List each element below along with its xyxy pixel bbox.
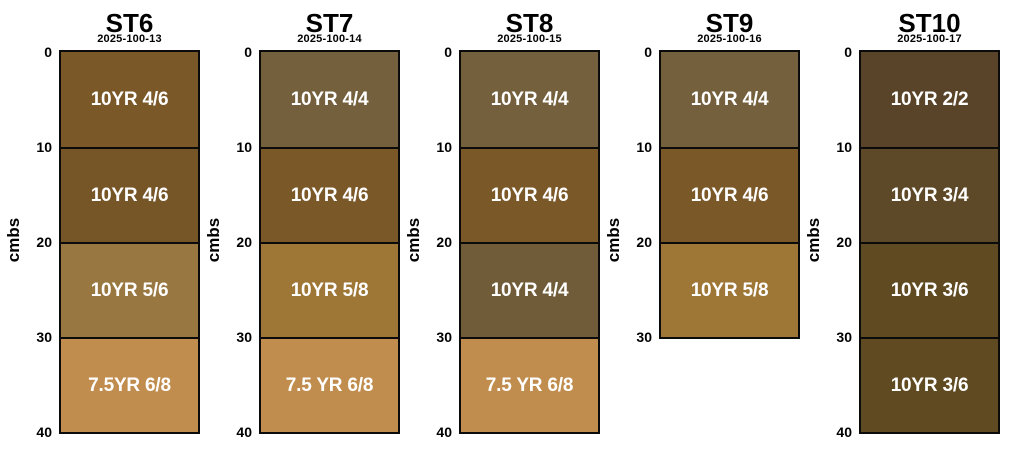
y-axis-tick-label: 40 (36, 424, 52, 440)
station-title: ST9 (705, 8, 754, 38)
y-axis-tick-label: 10 (436, 139, 452, 155)
soil-layer-label: 10YR 3/6 (890, 374, 969, 396)
station-date-code: 2025-100-17 (897, 33, 962, 45)
soil-layer-label: 10YR 3/4 (890, 184, 969, 206)
y-axis-tick-label: 0 (844, 44, 852, 60)
soil-layer-label: 10YR 4/6 (290, 184, 369, 206)
y-axis-tick-label: 20 (836, 234, 852, 250)
y-axis-tick-label: 10 (236, 139, 252, 155)
soil-layer: 10YR 4/6 (661, 147, 798, 242)
y-axis-tick-label: 40 (236, 424, 252, 440)
soil-layer: 10YR 3/4 (861, 147, 998, 242)
y-axis-tick-label: 20 (36, 234, 52, 250)
y-axis-tick-label: 40 (436, 424, 452, 440)
soil-layer-label: 7.5 YR 6/8 (285, 374, 374, 396)
soil-layer: 10YR 4/6 (61, 52, 198, 147)
soil-layer-label: 10YR 4/6 (490, 184, 569, 206)
y-axis-tick-label: 20 (636, 234, 652, 250)
soil-layer: 10YR 4/4 (261, 52, 398, 147)
soil-layer: 10YR 3/6 (861, 337, 998, 432)
soil-layer-label: 7.5 YR 6/8 (485, 374, 574, 396)
station-date-code: 2025-100-14 (297, 33, 362, 45)
y-axis-tick-label: 30 (36, 329, 52, 345)
soil-layer-label: 10YR 4/4 (490, 279, 569, 301)
soil-layer-label: 10YR 5/8 (690, 279, 769, 301)
y-axis-tick-label: 30 (436, 329, 452, 345)
soil-layer: 7.5YR 6/8 (61, 337, 198, 432)
soil-layer-label: 10YR 4/4 (490, 88, 569, 110)
station-title: ST6 (105, 8, 154, 38)
y-axis-tick-label: 30 (836, 329, 852, 345)
soil-layer-label: 10YR 4/6 (90, 88, 169, 110)
y-axis-tick-label: 10 (836, 139, 852, 155)
soil-layer: 7.5 YR 6/8 (261, 337, 398, 432)
soil-layer: 10YR 5/8 (661, 242, 798, 337)
soil-layer-label: 7.5YR 6/8 (88, 374, 171, 396)
soil-layer: 10YR 4/4 (661, 52, 798, 147)
y-axis-tick-label: 0 (244, 44, 252, 60)
soil-layer: 10YR 5/6 (61, 242, 198, 337)
soil-layer: 10YR 4/6 (461, 147, 598, 242)
soil-layer-label: 10YR 5/8 (290, 279, 369, 301)
y-axis-tick-label: 10 (636, 139, 652, 155)
station-date-code: 2025-100-13 (97, 33, 162, 45)
soil-layer-label: 10YR 3/6 (890, 279, 969, 301)
station-date-code: 2025-100-15 (497, 33, 562, 45)
soil-layer-label: 10YR 4/4 (290, 88, 369, 110)
station-title: ST10 (898, 8, 961, 38)
y-axis-tick-label: 10 (36, 139, 52, 155)
y-axis-tick-label: 0 (44, 44, 52, 60)
profile-column: 10YR 4/6 10YR 4/6 10YR 5/6 7.5YR 6/8 (59, 50, 200, 434)
profile-column: 10YR 4/4 10YR 4/6 10YR 4/4 7.5 YR 6/8 (459, 50, 600, 434)
soil-layer: 10YR 5/8 (261, 242, 398, 337)
soil-layer: 10YR 4/4 (461, 52, 598, 147)
soil-layer-label: 10YR 2/2 (890, 88, 969, 110)
y-axis-tick-label: 20 (236, 234, 252, 250)
y-axis-tick-label: 40 (836, 424, 852, 440)
profile-column: 10YR 4/4 10YR 4/6 10YR 5/8 7.5 YR 6/8 (259, 50, 400, 434)
y-axis-tick-label: 30 (236, 329, 252, 345)
profile-column: 10YR 4/4 10YR 4/6 10YR 5/8 (659, 50, 800, 339)
soil-layer-label: 10YR 4/6 (90, 184, 169, 206)
soil-layer: 10YR 4/4 (461, 242, 598, 337)
y-axis-tick-label: 30 (636, 329, 652, 345)
station-date-code: 2025-100-16 (697, 33, 762, 45)
station-title: ST8 (505, 8, 554, 38)
soil-layer: 10YR 2/2 (861, 52, 998, 147)
soil-layer: 10YR 4/6 (61, 147, 198, 242)
soil-layer-label: 10YR 5/6 (90, 279, 169, 301)
station-title: ST7 (305, 8, 354, 38)
y-axis-tick-label: 20 (436, 234, 452, 250)
y-axis-tick-label: 0 (644, 44, 652, 60)
soil-layer: 10YR 4/6 (261, 147, 398, 242)
soil-layer: 10YR 3/6 (861, 242, 998, 337)
soil-layer-label: 10YR 4/6 (690, 184, 769, 206)
soil-layer-label: 10YR 4/4 (690, 88, 769, 110)
y-axis-tick-label: 0 (444, 44, 452, 60)
profile-column: 10YR 2/2 10YR 3/4 10YR 3/6 10YR 3/6 (859, 50, 1000, 434)
soil-layer: 7.5 YR 6/8 (461, 337, 598, 432)
